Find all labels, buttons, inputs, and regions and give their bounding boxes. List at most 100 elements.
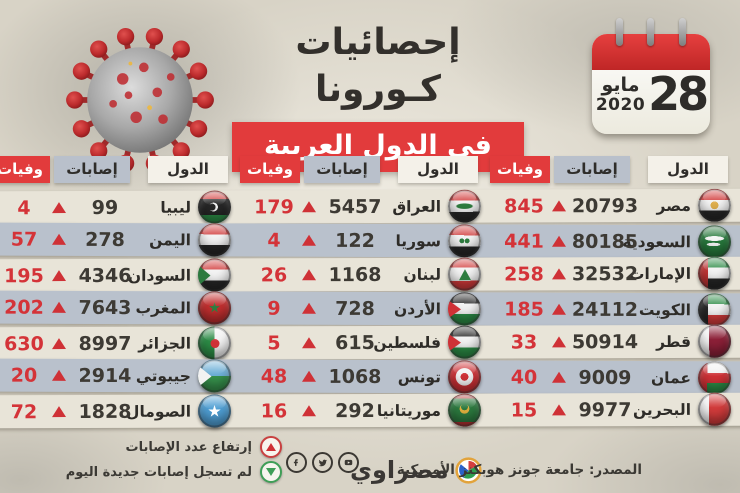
cases-value: 24112 [571,298,639,321]
country-flag-icon [447,257,482,291]
masrawy-brand: مصراوي [350,456,482,484]
country-row-segment: الصومال 1828 72 [0,394,245,428]
cases-value: 1828 [78,400,132,423]
country-flag-icon [697,256,732,290]
country-flag-icon [197,326,232,360]
country-row-segment: عمان 9009 40 [495,360,740,395]
triangle-shape [51,406,67,418]
cases-value: 20793 [571,194,639,217]
country-name: البحرين [632,400,692,419]
social-icons [286,452,359,473]
triangle-shape [551,336,567,348]
calendar-day: 28 [648,67,709,121]
triangle-shape [301,269,317,281]
trend-up-triangle-icon [49,202,69,214]
country-name: الإمارات [628,264,692,283]
country-name: السعودية [622,232,692,251]
trend-up-triangle-icon [299,201,319,213]
masrawy-logo-icon [454,456,482,484]
country-name: ليبيا [160,198,192,217]
trend-up-triangle-icon [49,338,69,350]
country-flag-icon [197,359,232,393]
cases-header: إصابات [554,156,630,183]
trend-up-triangle-icon [299,337,319,349]
trend-up-triangle-icon [299,370,319,382]
youtube-icon [338,452,359,473]
country-name: الصومال [125,402,192,421]
trend-up-triangle-icon [49,270,69,282]
table-row-band: الكويت 24112 185 الأردن 728 9 المغرب 764… [0,290,740,327]
deaths-value: 195 [4,264,44,287]
table-header-group-right: الدول إصابات وفيات [490,156,740,183]
table-row-band: البحرين 9977 15 موريتانيا 292 16 الصومال… [0,392,740,429]
country-row-segment: السودان 4346 195 [0,258,245,292]
country-name: اليمن [149,230,192,249]
deaths-header: وفيات [0,156,50,183]
country-row-segment: تونس 1068 48 [245,360,495,394]
deaths-header: وفيات [490,156,550,183]
calendar-year: 2020 [595,94,646,115]
country-name: الكويت [638,300,692,319]
country-flag-icon [197,190,232,224]
calendar-month: مايو [601,74,640,97]
country-name: تونس [397,367,442,386]
deaths-value: 40 [510,366,538,389]
trend-up-triangle-icon [49,301,69,313]
country-row-segment: السعودية 80185 441 [495,224,740,259]
country-name: سوريا [395,231,442,250]
trend-up-triangle-icon [49,369,69,381]
table-row-band: عمان 9009 40 تونس 1068 48 جيبوتي 2914 20 [0,358,740,395]
trend-up-triangle-icon [299,302,319,314]
triangle-shape [301,405,317,417]
facebook-icon [286,452,307,473]
trend-up-triangle-icon [549,200,569,212]
triangle-shape [51,301,67,313]
country-row-segment: الجزائر 8997 630 [0,326,245,360]
country-name: قطر [656,332,692,351]
deaths-value: 258 [504,262,544,286]
country-name: مصر [656,196,692,215]
country-flag-icon [197,223,232,257]
cases-value: 615 [335,331,375,354]
country-name: المغرب [135,298,192,317]
table-row-band: مصر 20793 845 العراق 5457 179 ليبيا 99 4 [0,188,740,225]
country-row-segment: الأردن 728 9 [245,292,495,326]
cases-value: 5457 [328,195,382,218]
calendar-body: مايو 2020 28 [592,34,710,134]
deaths-value: 630 [4,332,44,355]
country-flag-icon [197,394,232,428]
calendar-ring-icon [679,18,687,46]
trend-up-triangle-icon [49,233,69,245]
twitter-icon [312,452,333,473]
calendar-ring-icon [647,18,655,46]
cases-value: 8997 [78,332,132,355]
triangle-shape [51,270,67,282]
country-flag-icon [447,189,482,223]
country-flag-icon [697,392,732,426]
deaths-value: 4 [267,229,281,252]
cases-value: 278 [85,228,125,251]
deaths-value: 9 [267,297,281,320]
trend-up-triangle-icon [299,405,319,417]
country-name: العراق [392,197,442,216]
legend-item-no-new-cases: لم تسجل إصابات جديدة اليوم [46,461,282,483]
deaths-value: 48 [260,365,288,388]
deaths-value: 33 [510,330,538,354]
legend-label: لم تسجل إصابات جديدة اليوم [65,464,252,480]
country-row-segment: الإمارات 32532 258 [495,256,740,291]
table-header-group-middle: الدول إصابات وفيات [240,156,490,183]
trend-up-triangle-icon [549,268,569,280]
countries-header: الدول [148,156,228,183]
trend-up-triangle-icon [549,371,569,383]
cases-value: 4346 [78,264,132,287]
triangle-shape [301,302,317,314]
legend-label: إرتفاع عدد الإصابات [125,439,252,455]
trend-up-triangle-icon [49,406,69,418]
table-bands: مصر 20793 845 العراق 5457 179 ليبيا 99 4… [0,188,740,429]
country-name: جيبوتي [135,366,192,385]
country-flag-icon [447,325,482,359]
country-flag-icon [697,324,732,358]
triangle-shape [301,337,317,349]
country-name: الجزائر [138,334,192,353]
source-credit: المصدر: جامعة جونز هوبكنز الأمريكية [396,462,642,478]
